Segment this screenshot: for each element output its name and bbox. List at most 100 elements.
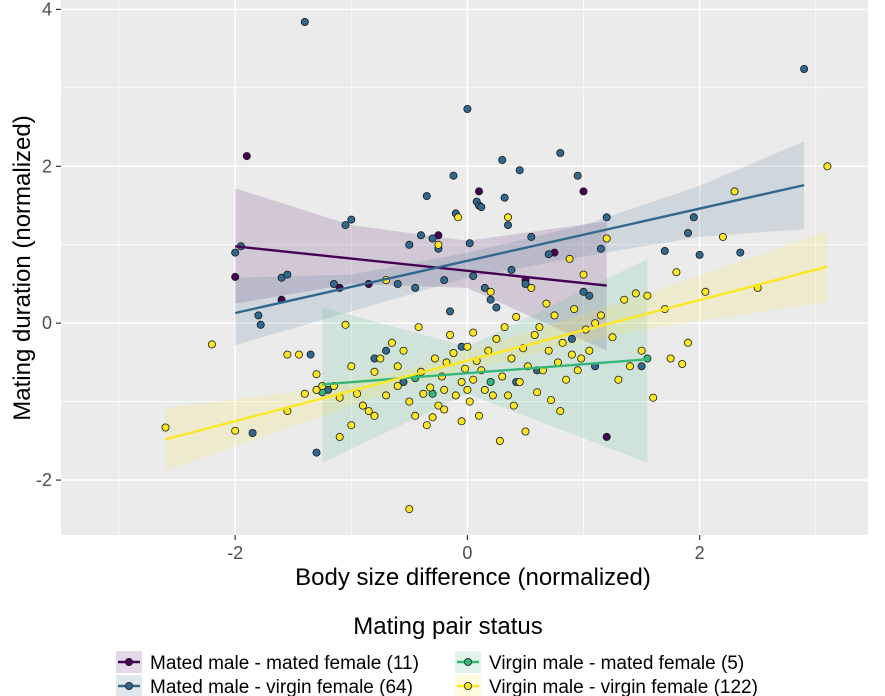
data-point — [596, 311, 605, 320]
data-point — [312, 370, 321, 379]
data-points — [161, 17, 832, 514]
data-point — [474, 187, 483, 196]
data-point — [411, 411, 420, 420]
data-point — [503, 391, 512, 400]
data-point — [695, 250, 704, 259]
data-point — [457, 377, 466, 386]
x-tick-label: -2 — [227, 543, 243, 563]
regression-line — [235, 245, 607, 287]
data-point — [207, 340, 216, 349]
data-point — [660, 246, 669, 255]
data-point — [544, 346, 553, 355]
data-point — [503, 221, 512, 230]
data-point — [341, 320, 350, 329]
data-point — [469, 328, 478, 337]
data-point — [608, 333, 617, 342]
data-point — [405, 505, 414, 514]
data-point — [565, 254, 574, 263]
data-point — [643, 291, 652, 300]
data-point — [515, 377, 524, 386]
data-point — [399, 346, 408, 355]
data-point — [521, 279, 530, 288]
data-point — [596, 244, 605, 253]
data-point — [486, 295, 495, 304]
data-point — [556, 148, 565, 157]
data-point — [579, 287, 588, 296]
data-point — [461, 364, 470, 373]
data-point — [422, 192, 431, 201]
data-point — [527, 232, 536, 241]
data-point — [440, 276, 449, 285]
data-point — [393, 381, 402, 390]
data-point — [562, 375, 571, 384]
y-tick-label: 2 — [42, 156, 52, 176]
data-point — [405, 240, 414, 249]
data-point — [306, 350, 315, 359]
y-tick-label: 0 — [42, 313, 52, 333]
data-point — [457, 417, 466, 426]
data-point — [672, 268, 681, 277]
data-point — [515, 166, 524, 175]
data-point — [626, 362, 635, 371]
data-point — [614, 375, 623, 384]
data-point — [521, 427, 530, 436]
x-tick-label: 2 — [695, 543, 705, 563]
data-point — [370, 411, 379, 420]
data-point — [488, 391, 497, 400]
data-point — [347, 215, 356, 224]
data-point — [294, 350, 303, 359]
y-axis-title: Mating duration (normalized) — [9, 115, 36, 420]
data-point — [463, 105, 472, 114]
data-point — [393, 362, 402, 371]
data-point — [300, 17, 309, 26]
data-point — [463, 385, 472, 394]
data-point — [393, 279, 402, 288]
data-point — [411, 283, 420, 292]
data-point — [486, 377, 495, 386]
data-point — [416, 231, 425, 240]
regression-line — [165, 265, 828, 441]
legend-label: Virgin male - virgin female (122) — [489, 677, 758, 696]
data-point — [426, 383, 435, 392]
data-point — [445, 330, 454, 339]
data-point — [430, 354, 439, 363]
confidence-band — [235, 188, 607, 351]
data-point — [477, 203, 486, 212]
data-point — [503, 213, 512, 222]
data-point — [602, 234, 611, 243]
x-tick-label: 0 — [462, 543, 472, 563]
legend-key-point — [125, 682, 134, 691]
legend-label: Mated male - virgin female (64) — [150, 677, 413, 696]
data-point — [434, 401, 443, 410]
y-tick-label: 4 — [42, 0, 52, 19]
data-point — [486, 287, 495, 296]
data-point — [484, 346, 493, 355]
data-point — [335, 432, 344, 441]
confidence-bands — [165, 141, 828, 471]
data-point — [449, 171, 458, 180]
data-point — [730, 187, 739, 196]
data-point — [637, 362, 646, 371]
data-point — [256, 320, 265, 329]
data-point — [684, 228, 693, 237]
data-point — [370, 367, 379, 376]
data-point — [535, 323, 544, 332]
data-point — [800, 65, 809, 74]
data-point — [445, 307, 454, 316]
data-point — [602, 432, 611, 441]
data-point — [556, 407, 565, 416]
legend: Mated male - mated female (11) Mated male… — [116, 651, 758, 696]
data-point — [231, 426, 240, 435]
data-point — [358, 401, 367, 410]
data-point — [573, 366, 582, 375]
data-point — [161, 423, 170, 432]
plot-panel — [61, 0, 868, 535]
data-point — [498, 372, 507, 381]
data-point — [492, 303, 501, 312]
data-point — [283, 350, 292, 359]
data-point — [382, 391, 391, 400]
legend-label: Mated male - mated female (11) — [150, 653, 419, 674]
data-point — [387, 338, 396, 347]
data-point — [419, 389, 428, 398]
data-point — [449, 348, 458, 357]
